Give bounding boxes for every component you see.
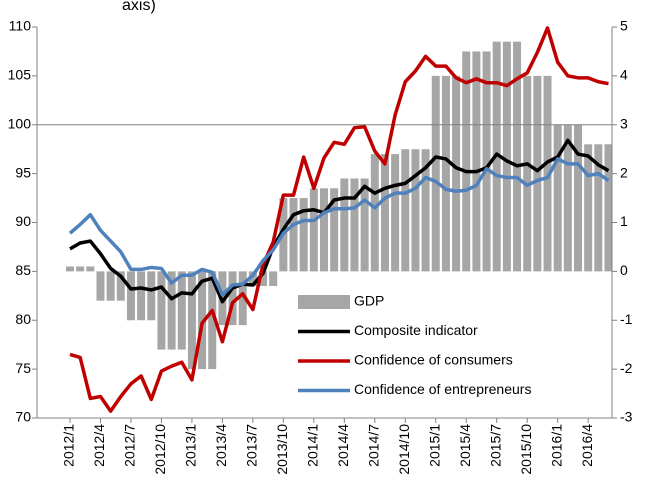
bar bbox=[543, 75, 552, 272]
bar bbox=[553, 124, 562, 272]
bar bbox=[472, 51, 481, 272]
y2-tick-label: 5 bbox=[620, 18, 628, 34]
x-tick-label: 2015/10 bbox=[518, 424, 534, 475]
bar bbox=[269, 271, 278, 287]
bar bbox=[421, 149, 430, 272]
bar bbox=[513, 41, 522, 272]
bar bbox=[391, 154, 400, 272]
bar bbox=[320, 188, 328, 272]
bar bbox=[604, 144, 613, 272]
y2-tick-label: 2 bbox=[620, 164, 628, 180]
bar bbox=[574, 124, 582, 272]
bar bbox=[177, 271, 186, 350]
bar bbox=[86, 266, 95, 272]
bar bbox=[330, 188, 339, 272]
bar bbox=[462, 51, 471, 272]
y2-tick-label: -3 bbox=[620, 409, 633, 425]
x-tick-label: 2013/7 bbox=[244, 424, 260, 467]
legend-label: GDP bbox=[354, 293, 384, 309]
bar bbox=[116, 271, 125, 301]
bar bbox=[106, 271, 115, 301]
bar bbox=[370, 154, 379, 272]
bar bbox=[208, 271, 217, 370]
bar bbox=[137, 271, 146, 321]
legend-label: Confidence of consumers bbox=[354, 352, 513, 368]
x-tick-label: 2016/1 bbox=[548, 424, 564, 467]
x-tick-label: 2013/10 bbox=[274, 424, 290, 475]
bar bbox=[157, 271, 166, 350]
y-tick-label: 105 bbox=[8, 67, 32, 83]
bar bbox=[76, 266, 85, 272]
y-tick-label: 70 bbox=[15, 409, 31, 425]
bar bbox=[350, 178, 359, 272]
bar bbox=[502, 41, 511, 272]
legend-label: Confidence of entrepreneurs bbox=[354, 381, 531, 397]
bar bbox=[126, 271, 135, 321]
y2-tick-label: -1 bbox=[620, 311, 633, 327]
x-tick-label: 2016/4 bbox=[579, 424, 595, 467]
x-tick-label: 2014/1 bbox=[305, 424, 321, 467]
x-tick-label: 2013/4 bbox=[213, 424, 229, 467]
bar bbox=[259, 271, 268, 287]
bar bbox=[167, 271, 176, 350]
y2-tick-label: 4 bbox=[620, 67, 628, 83]
bar bbox=[523, 75, 532, 272]
bar bbox=[411, 149, 420, 272]
bar bbox=[96, 271, 105, 301]
bar bbox=[401, 149, 410, 272]
y-tick-label: 80 bbox=[15, 311, 31, 327]
legend-swatch bbox=[298, 295, 350, 309]
x-tick-label: 2012/7 bbox=[122, 424, 138, 467]
y-tick-label: 95 bbox=[15, 164, 31, 180]
bar bbox=[198, 271, 207, 370]
line bbox=[69, 138, 610, 304]
x-tick-label: 2012/4 bbox=[91, 424, 107, 467]
bar bbox=[187, 271, 196, 370]
y2-tick-label: 0 bbox=[620, 262, 628, 278]
bar bbox=[563, 124, 572, 272]
bar bbox=[147, 271, 156, 321]
y-tick-label: 75 bbox=[15, 360, 31, 376]
legend-label: Composite indicator bbox=[354, 322, 478, 338]
chart-title: axis) bbox=[122, 0, 156, 14]
y2-tick-label: 1 bbox=[620, 213, 628, 229]
x-tick-label: 2014/4 bbox=[335, 424, 351, 467]
y-tick-label: 110 bbox=[9, 18, 32, 34]
y-tick-label: 100 bbox=[8, 115, 32, 131]
bar bbox=[299, 198, 308, 272]
y-tick-label: 85 bbox=[15, 262, 31, 278]
bar bbox=[309, 188, 318, 272]
bar bbox=[380, 154, 389, 272]
x-tick-label: 2012/1 bbox=[61, 424, 77, 467]
x-tick-label: 2012/10 bbox=[152, 424, 168, 475]
x-tick-label: 2015/7 bbox=[487, 424, 503, 467]
bar bbox=[482, 51, 491, 272]
x-tick-label: 2014/10 bbox=[396, 424, 412, 475]
x-tick-label: 2014/7 bbox=[366, 424, 382, 467]
y2-tick-label: -2 bbox=[620, 360, 633, 376]
x-tick-label: 2015/1 bbox=[426, 424, 442, 467]
bar bbox=[340, 178, 349, 272]
bar bbox=[584, 144, 593, 272]
bar bbox=[238, 271, 247, 326]
bar bbox=[431, 75, 440, 272]
x-tick-label: 2015/4 bbox=[457, 424, 473, 467]
bar bbox=[228, 271, 237, 326]
bar bbox=[289, 198, 298, 272]
bar bbox=[66, 266, 74, 272]
bar bbox=[248, 271, 257, 287]
line bbox=[69, 26, 609, 413]
line bbox=[68, 157, 610, 297]
y-tick-label: 90 bbox=[15, 213, 31, 229]
bar bbox=[452, 75, 461, 272]
bar bbox=[360, 178, 369, 272]
bar bbox=[594, 144, 603, 272]
x-tick-label: 2013/1 bbox=[183, 424, 199, 467]
bar bbox=[533, 75, 542, 272]
y2-tick-label: 3 bbox=[620, 115, 628, 131]
bar bbox=[441, 75, 450, 272]
